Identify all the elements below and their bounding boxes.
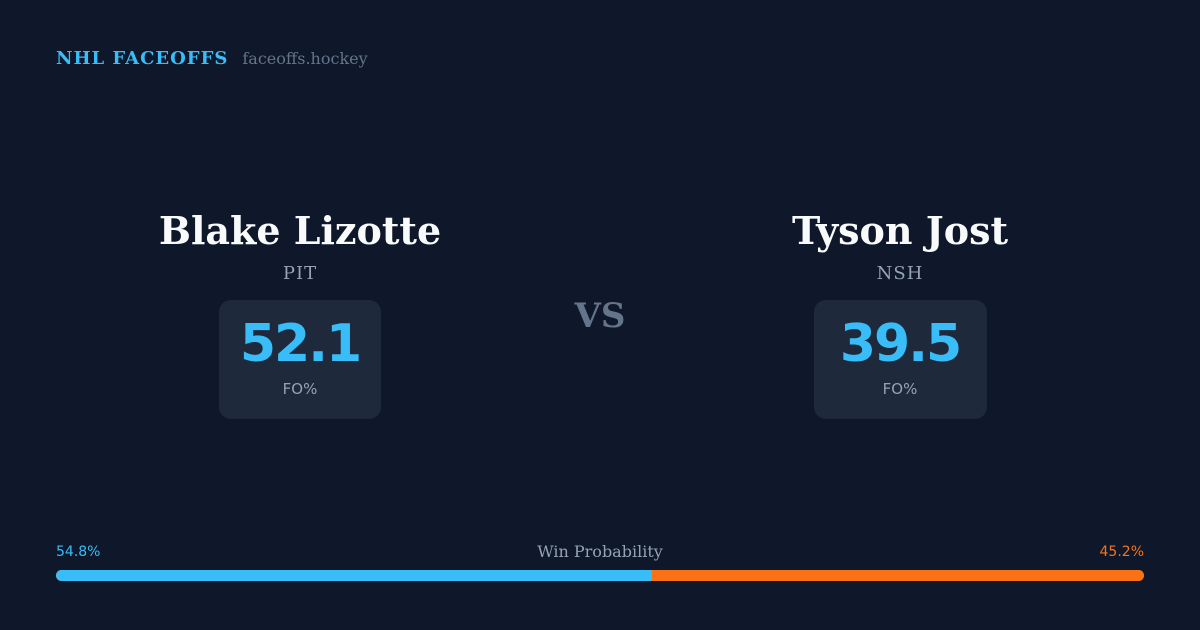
- brand-title: NHL FACEOFFS: [56, 48, 229, 69]
- win-probability-away: 45.2%: [1099, 544, 1144, 560]
- win-probability-title: Win Probability: [537, 542, 663, 561]
- brand-header: NHL FACEOFFS faceoffs.hockey: [56, 48, 368, 69]
- win-probability-labels: 54.8% Win Probability 45.2%: [56, 542, 1144, 564]
- faceoff-percentage-away: 39.5: [839, 314, 962, 374]
- team-abbr-home: PIT: [282, 263, 318, 284]
- win-probability-bar: [56, 570, 1144, 581]
- win-probability-fill-away: [652, 570, 1144, 581]
- player-card-away: Tyson Jost NSH 39.5 FO%: [680, 205, 1120, 419]
- win-probability-fill-home: [56, 570, 653, 581]
- player-name-home: Blake Lizotte: [158, 208, 442, 253]
- brand-site: faceoffs.hockey: [242, 49, 368, 68]
- player-name-away: Tyson Jost: [791, 208, 1009, 253]
- win-probability-home: 54.8%: [56, 544, 101, 560]
- faceoff-label-home: FO%: [282, 380, 318, 398]
- player-card-home: Blake Lizotte PIT 52.1 FO%: [80, 205, 520, 419]
- faceoff-label-away: FO%: [882, 380, 918, 398]
- faceoff-stat-card-home: 52.1 FO%: [219, 300, 381, 419]
- team-abbr-away: NSH: [876, 263, 924, 284]
- faceoff-stat-card-away: 39.5 FO%: [813, 300, 987, 419]
- faceoff-percentage-home: 52.1: [239, 314, 362, 374]
- versus-label: VS: [574, 296, 626, 336]
